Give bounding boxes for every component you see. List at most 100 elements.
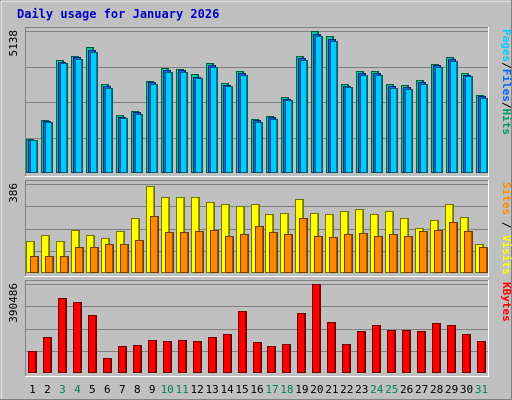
bar-visits-sites-day-15 <box>240 234 249 273</box>
bar-visits-sites-day-20 <box>314 236 323 273</box>
bar-visits-sites-day-6 <box>105 244 114 273</box>
bar-kbytes-kbytes-day-28 <box>432 323 441 373</box>
day-label: 14 <box>220 383 234 396</box>
bar-kbytes-kbytes-day-11 <box>178 340 187 373</box>
bar-visits-sites-day-7 <box>120 244 129 273</box>
panel-kbytes-legend-part: KBytes <box>500 282 512 322</box>
bar-kbytes-kbytes-day-23 <box>357 331 366 373</box>
bar-shade-visits-sites-day-23 <box>366 234 367 272</box>
panel-hits-legend: Pages/Files/Hits <box>500 29 512 135</box>
bar-visits-sites-day-26 <box>404 236 413 273</box>
bar-kbytes-kbytes-day-5 <box>88 315 97 373</box>
bar-hits-pages-day-10 <box>165 72 173 173</box>
bar-visits-sites-day-21 <box>329 237 338 273</box>
day-label: 2 <box>44 383 51 396</box>
bar-shade-visits-sites-day-31 <box>486 248 487 272</box>
bar-kbytes-kbytes-day-18 <box>282 344 291 373</box>
bar-shade-visits-sites-day-8 <box>142 241 143 272</box>
day-label: 13 <box>205 383 218 396</box>
bar-visits-sites-day-25 <box>389 234 398 273</box>
bar-hits-pages-day-16 <box>255 122 263 173</box>
day-label: 29 <box>445 383 458 396</box>
day-label: 1 <box>29 383 36 396</box>
bar-hits-pages-day-7 <box>120 118 128 173</box>
bar-hits-pages-day-25 <box>390 88 398 173</box>
bar-visits-sites-day-19 <box>299 218 308 273</box>
bar-shade-kbytes-kbytes-day-23 <box>364 332 365 372</box>
bar-shade-hits-pages-day-29 <box>456 62 457 172</box>
bar-visits-sites-day-4 <box>75 247 84 273</box>
bar-shade-visits-sites-day-9 <box>157 217 158 272</box>
bar-hits-pages-day-5 <box>90 52 98 173</box>
bar-shade-kbytes-kbytes-day-9 <box>155 341 156 372</box>
day-label: 4 <box>74 383 81 396</box>
bar-shade-kbytes-kbytes-day-28 <box>439 324 440 372</box>
bar-shade-hits-pages-day-4 <box>81 60 82 172</box>
bar-visits-sites-day-23 <box>359 233 368 273</box>
bar-shade-hits-pages-day-15 <box>246 76 247 172</box>
bar-visits-sites-day-3 <box>60 256 69 273</box>
day-label: 21 <box>325 383 338 396</box>
bar-shade-hits-pages-day-5 <box>96 53 97 172</box>
day-label: 15 <box>235 383 248 396</box>
bar-shade-visits-sites-day-12 <box>202 232 203 272</box>
bar-shade-visits-sites-day-11 <box>187 233 188 272</box>
bar-kbytes-kbytes-day-9 <box>148 340 157 373</box>
bar-hits-pages-day-13 <box>210 67 218 173</box>
bar-visits-sites-day-13 <box>210 230 219 273</box>
bar-visits-sites-day-12 <box>195 231 204 273</box>
bar-visits-sites-day-8 <box>135 240 144 273</box>
bar-shade-visits-sites-day-21 <box>336 238 337 272</box>
bar-kbytes-kbytes-day-14 <box>223 334 232 373</box>
bar-shade-visits-sites-day-19 <box>306 219 307 272</box>
day-label: 24 <box>370 383 384 396</box>
bar-shade-visits-sites-day-13 <box>217 231 218 272</box>
bar-visits-sites-day-30 <box>464 231 473 273</box>
bar-hits-pages-day-30 <box>465 76 473 173</box>
bar-shade-kbytes-kbytes-day-1 <box>35 352 36 372</box>
bar-shade-visits-sites-day-20 <box>321 237 322 272</box>
bar-kbytes-kbytes-day-3 <box>58 298 67 373</box>
day-label: 3 <box>59 383 66 396</box>
day-label: 19 <box>295 383 308 396</box>
bar-shade-kbytes-kbytes-day-17 <box>274 347 275 372</box>
bar-shade-visits-sites-day-25 <box>396 235 397 272</box>
day-label: 10 <box>161 383 174 396</box>
panel-visits-legend-part: Visits <box>500 235 512 275</box>
bar-shade-visits-sites-day-3 <box>67 257 68 272</box>
bar-shade-visits-sites-day-18 <box>291 235 292 272</box>
panel-visits-legend-part: / <box>500 215 512 235</box>
panel-kbytes-legend: KBytes <box>500 282 512 322</box>
bar-shade-visits-sites-day-28 <box>441 231 442 272</box>
bar-shade-visits-visits-day-2 <box>48 236 49 272</box>
bar-hits-pages-day-6 <box>105 88 113 173</box>
bar-hits-pages-day-29 <box>450 61 458 173</box>
bar-shade-kbytes-kbytes-day-21 <box>334 323 335 372</box>
bar-visits-sites-day-5 <box>90 247 99 273</box>
day-label: 16 <box>250 383 263 396</box>
bar-hits-pages-day-20 <box>315 36 323 173</box>
day-label: 22 <box>340 383 353 396</box>
panel-kbytes-scale-label: 390486 <box>7 283 20 323</box>
bar-shade-visits-sites-day-4 <box>82 248 83 272</box>
bar-shade-hits-pages-day-6 <box>111 89 112 172</box>
bar-kbytes-kbytes-day-10 <box>163 341 172 373</box>
bar-shade-visits-sites-day-16 <box>262 227 263 272</box>
bar-shade-kbytes-kbytes-day-31 <box>484 342 485 372</box>
bar-shade-kbytes-kbytes-day-3 <box>65 299 66 372</box>
bar-kbytes-kbytes-day-6 <box>103 358 112 373</box>
bar-shade-hits-pages-day-22 <box>351 88 352 172</box>
bar-shade-hits-pages-day-2 <box>51 123 52 172</box>
bar-shade-kbytes-kbytes-day-18 <box>289 345 290 372</box>
bar-visits-sites-day-24 <box>374 236 383 273</box>
bar-visits-sites-day-16 <box>255 226 264 273</box>
bar-shade-visits-sites-day-29 <box>456 223 457 272</box>
bar-shade-kbytes-kbytes-day-16 <box>260 343 261 372</box>
bar-visits-sites-day-14 <box>225 236 234 273</box>
day-label: 7 <box>119 383 126 396</box>
bar-shade-kbytes-kbytes-day-11 <box>185 341 186 372</box>
bar-hits-pages-day-31 <box>480 98 488 173</box>
bar-hits-pages-day-1 <box>30 140 38 173</box>
